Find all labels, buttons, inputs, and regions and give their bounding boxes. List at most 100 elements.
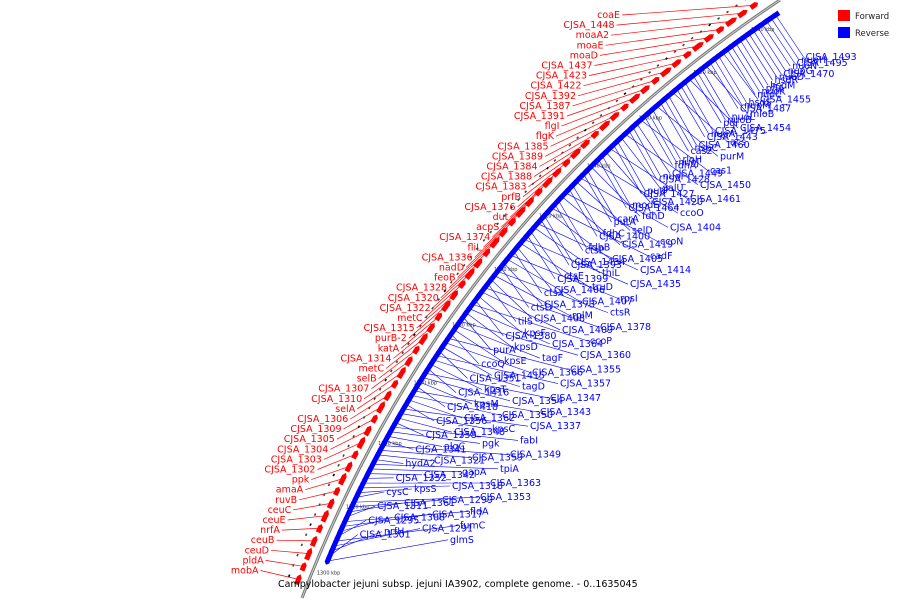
forward-gene-nadd[interactable] xyxy=(498,226,510,238)
reverse-gene-label[interactable]: CJSA_1343 xyxy=(540,407,591,418)
forward-gene-cjsa-1389[interactable] xyxy=(598,119,612,132)
forward-gene-cjsa-1307[interactable] xyxy=(404,355,414,367)
reverse-gene-label[interactable]: nuoB xyxy=(727,115,751,126)
reverse-gene-label[interactable]: CJSA_1321 xyxy=(434,456,485,467)
forward-gene-cjsa-1310[interactable] xyxy=(396,365,408,380)
reverse-gene-label[interactable]: kpsE xyxy=(504,356,526,367)
forward-gene-label[interactable]: purB-2 xyxy=(375,333,407,344)
forward-gene-label[interactable]: amaA xyxy=(276,485,304,496)
reverse-gene-label[interactable]: pgk xyxy=(482,438,500,449)
forward-gene-kata[interactable] xyxy=(434,311,443,322)
forward-gene-label[interactable]: CJSA_1392 xyxy=(525,91,576,102)
reverse-gene-label[interactable]: CJSA_1378 xyxy=(600,322,651,333)
reverse-gene-label[interactable]: CJSA_1435 xyxy=(630,279,681,290)
forward-gene-cjsa-1314[interactable] xyxy=(426,321,436,334)
reverse-gene-label[interactable]: nrfH xyxy=(384,527,404,538)
forward-gene-label[interactable]: CJSA_1314 xyxy=(340,353,391,364)
reverse-gene-label[interactable]: CJSA_1400 xyxy=(599,231,650,242)
reverse-gene-label[interactable]: ctsE xyxy=(564,271,584,282)
reverse-gene-label[interactable]: CJSA_1404 xyxy=(670,222,721,233)
reverse-gene-label[interactable]: CJSA_1373 xyxy=(544,299,595,310)
reverse-gene-label[interactable]: CJSA_1362 xyxy=(464,413,515,424)
forward-gene-cjsa-1315[interactable] xyxy=(449,289,460,301)
reverse-gene-label[interactable]: fdhA xyxy=(675,160,697,171)
forward-gene-label[interactable]: CJSA_1309 xyxy=(290,424,341,435)
forward-gene-label[interactable]: CJSA_1389 xyxy=(492,151,543,162)
reverse-gene-label[interactable]: CJSA_1364 xyxy=(552,339,603,350)
reverse-gene-label[interactable]: nuoA xyxy=(711,129,736,140)
forward-gene-moaa2[interactable] xyxy=(725,15,738,28)
forward-gene-cjsa-1392[interactable] xyxy=(659,65,673,78)
reverse-gene-label[interactable]: rpsI xyxy=(620,293,638,304)
forward-gene-label[interactable]: CJSA_1385 xyxy=(497,141,548,152)
forward-gene-prfb[interactable] xyxy=(561,158,572,168)
forward-gene-label[interactable]: CJSA_1328 xyxy=(396,283,447,294)
forward-gene-label[interactable]: CJSA_1448 xyxy=(563,20,614,31)
forward-gene-plda[interactable] xyxy=(299,561,308,572)
forward-gene-label[interactable]: moaD xyxy=(570,50,598,61)
forward-gene-cjsa-1437[interactable] xyxy=(691,40,705,52)
reverse-gene-label[interactable]: kpsS xyxy=(414,484,437,495)
forward-gene-sela[interactable] xyxy=(390,379,400,389)
forward-gene-label[interactable]: mobA xyxy=(231,566,259,577)
forward-gene-label[interactable]: CJSA_1322 xyxy=(380,303,431,314)
forward-gene-label[interactable]: CJSA_1307 xyxy=(318,384,369,395)
reverse-gene-label[interactable]: kpsT xyxy=(484,385,506,396)
forward-gene-label[interactable]: CJSA_1302 xyxy=(264,465,315,476)
reverse-gene-label[interactable]: fldA xyxy=(470,506,489,517)
forward-gene-label[interactable]: acpS xyxy=(476,222,499,233)
forward-gene-label[interactable]: CJSA_1384 xyxy=(486,162,537,173)
reverse-gene-label[interactable]: CJSA_1487 xyxy=(740,104,791,115)
forward-gene-cjsa-1448[interactable] xyxy=(737,8,749,19)
reverse-gene-label[interactable]: tpiA xyxy=(500,464,519,475)
reverse-gene-label[interactable]: hsdR xyxy=(775,75,799,86)
forward-gene-coae[interactable] xyxy=(749,1,759,10)
reverse-gene-label[interactable]: truD xyxy=(592,282,613,293)
reverse-gene-label[interactable]: CJSA_1493 xyxy=(806,52,857,63)
reverse-gene-label[interactable]: ctsD xyxy=(531,302,552,313)
reverse-gene-label[interactable]: fumC xyxy=(460,521,486,532)
reverse-gene-label[interactable]: CJSA_1454 xyxy=(740,123,791,134)
reverse-gene-label[interactable]: purA xyxy=(493,345,516,356)
reverse-gene-label[interactable]: CJSA_1318 xyxy=(452,481,503,492)
forward-gene-label[interactable]: metC xyxy=(397,313,423,324)
reverse-gene-label[interactable]: nuoK xyxy=(761,86,786,97)
reverse-gene-label[interactable]: ccoN xyxy=(660,237,683,248)
forward-gene-label[interactable]: CJSA_1310 xyxy=(311,394,362,405)
reverse-gene-label[interactable]: CJSA_1360 xyxy=(580,350,631,361)
reverse-gene-label[interactable]: cas2 xyxy=(690,146,712,157)
reverse-gene-label[interactable]: galU xyxy=(662,183,683,194)
reverse-gene-label[interactable]: CJSA_1495 xyxy=(797,58,848,69)
forward-gene-label[interactable]: CJSA_1388 xyxy=(481,172,532,183)
reverse-gene-label[interactable]: nuoH xyxy=(801,55,826,66)
forward-gene-cjsa-1374[interactable] xyxy=(524,196,536,208)
forward-gene-moba[interactable] xyxy=(294,573,303,586)
reverse-gene-label[interactable]: CJSA_1414 xyxy=(640,265,691,276)
reverse-gene-label[interactable]: CJSA_1419 xyxy=(622,240,673,251)
reverse-gene-label[interactable]: CJSA_1354 xyxy=(512,396,563,407)
forward-gene-label[interactable]: CJSA_1391 xyxy=(514,111,565,122)
reverse-gene-label[interactable]: CJSA_1357 xyxy=(560,379,611,390)
reverse-gene-label[interactable]: CJSA_1355 xyxy=(570,364,621,375)
forward-gene-cjsa-1309[interactable] xyxy=(376,400,387,414)
reverse-gene-label[interactable]: nuoN xyxy=(792,61,817,72)
reverse-gene-label[interactable]: CJSA_1341 xyxy=(415,444,466,455)
forward-gene-acps[interactable] xyxy=(534,187,544,197)
reverse-gene-label[interactable]: CJSA_1475 xyxy=(715,126,766,137)
reverse-gene-label[interactable]: pgi xyxy=(723,118,738,129)
forward-gene-label[interactable]: ceuC xyxy=(268,505,292,516)
reverse-gene-label[interactable]: CJSA_1418 xyxy=(447,402,498,413)
reverse-gene-label[interactable]: hsdS xyxy=(749,98,772,109)
reverse-gene-label[interactable]: nuoJ xyxy=(679,157,700,168)
reverse-gene-label[interactable]: CJSA_1399 xyxy=(557,274,608,285)
reverse-gene-label[interactable]: kpsF xyxy=(524,328,546,339)
forward-gene-metc[interactable] xyxy=(457,279,467,290)
reverse-gene-label[interactable]: rplM xyxy=(572,311,593,322)
reverse-gene-label[interactable]: putA xyxy=(614,217,637,228)
forward-gene-cjsa-1384[interactable] xyxy=(590,129,601,140)
reverse-gene-label[interactable]: CJSA_1358 xyxy=(426,430,477,441)
forward-gene-ceub[interactable] xyxy=(309,535,319,547)
forward-gene-nrfa[interactable] xyxy=(315,523,324,534)
reverse-gene-label[interactable]: CJSA_1409 xyxy=(562,325,613,336)
forward-gene-cjsa-1388[interactable] xyxy=(580,138,591,150)
